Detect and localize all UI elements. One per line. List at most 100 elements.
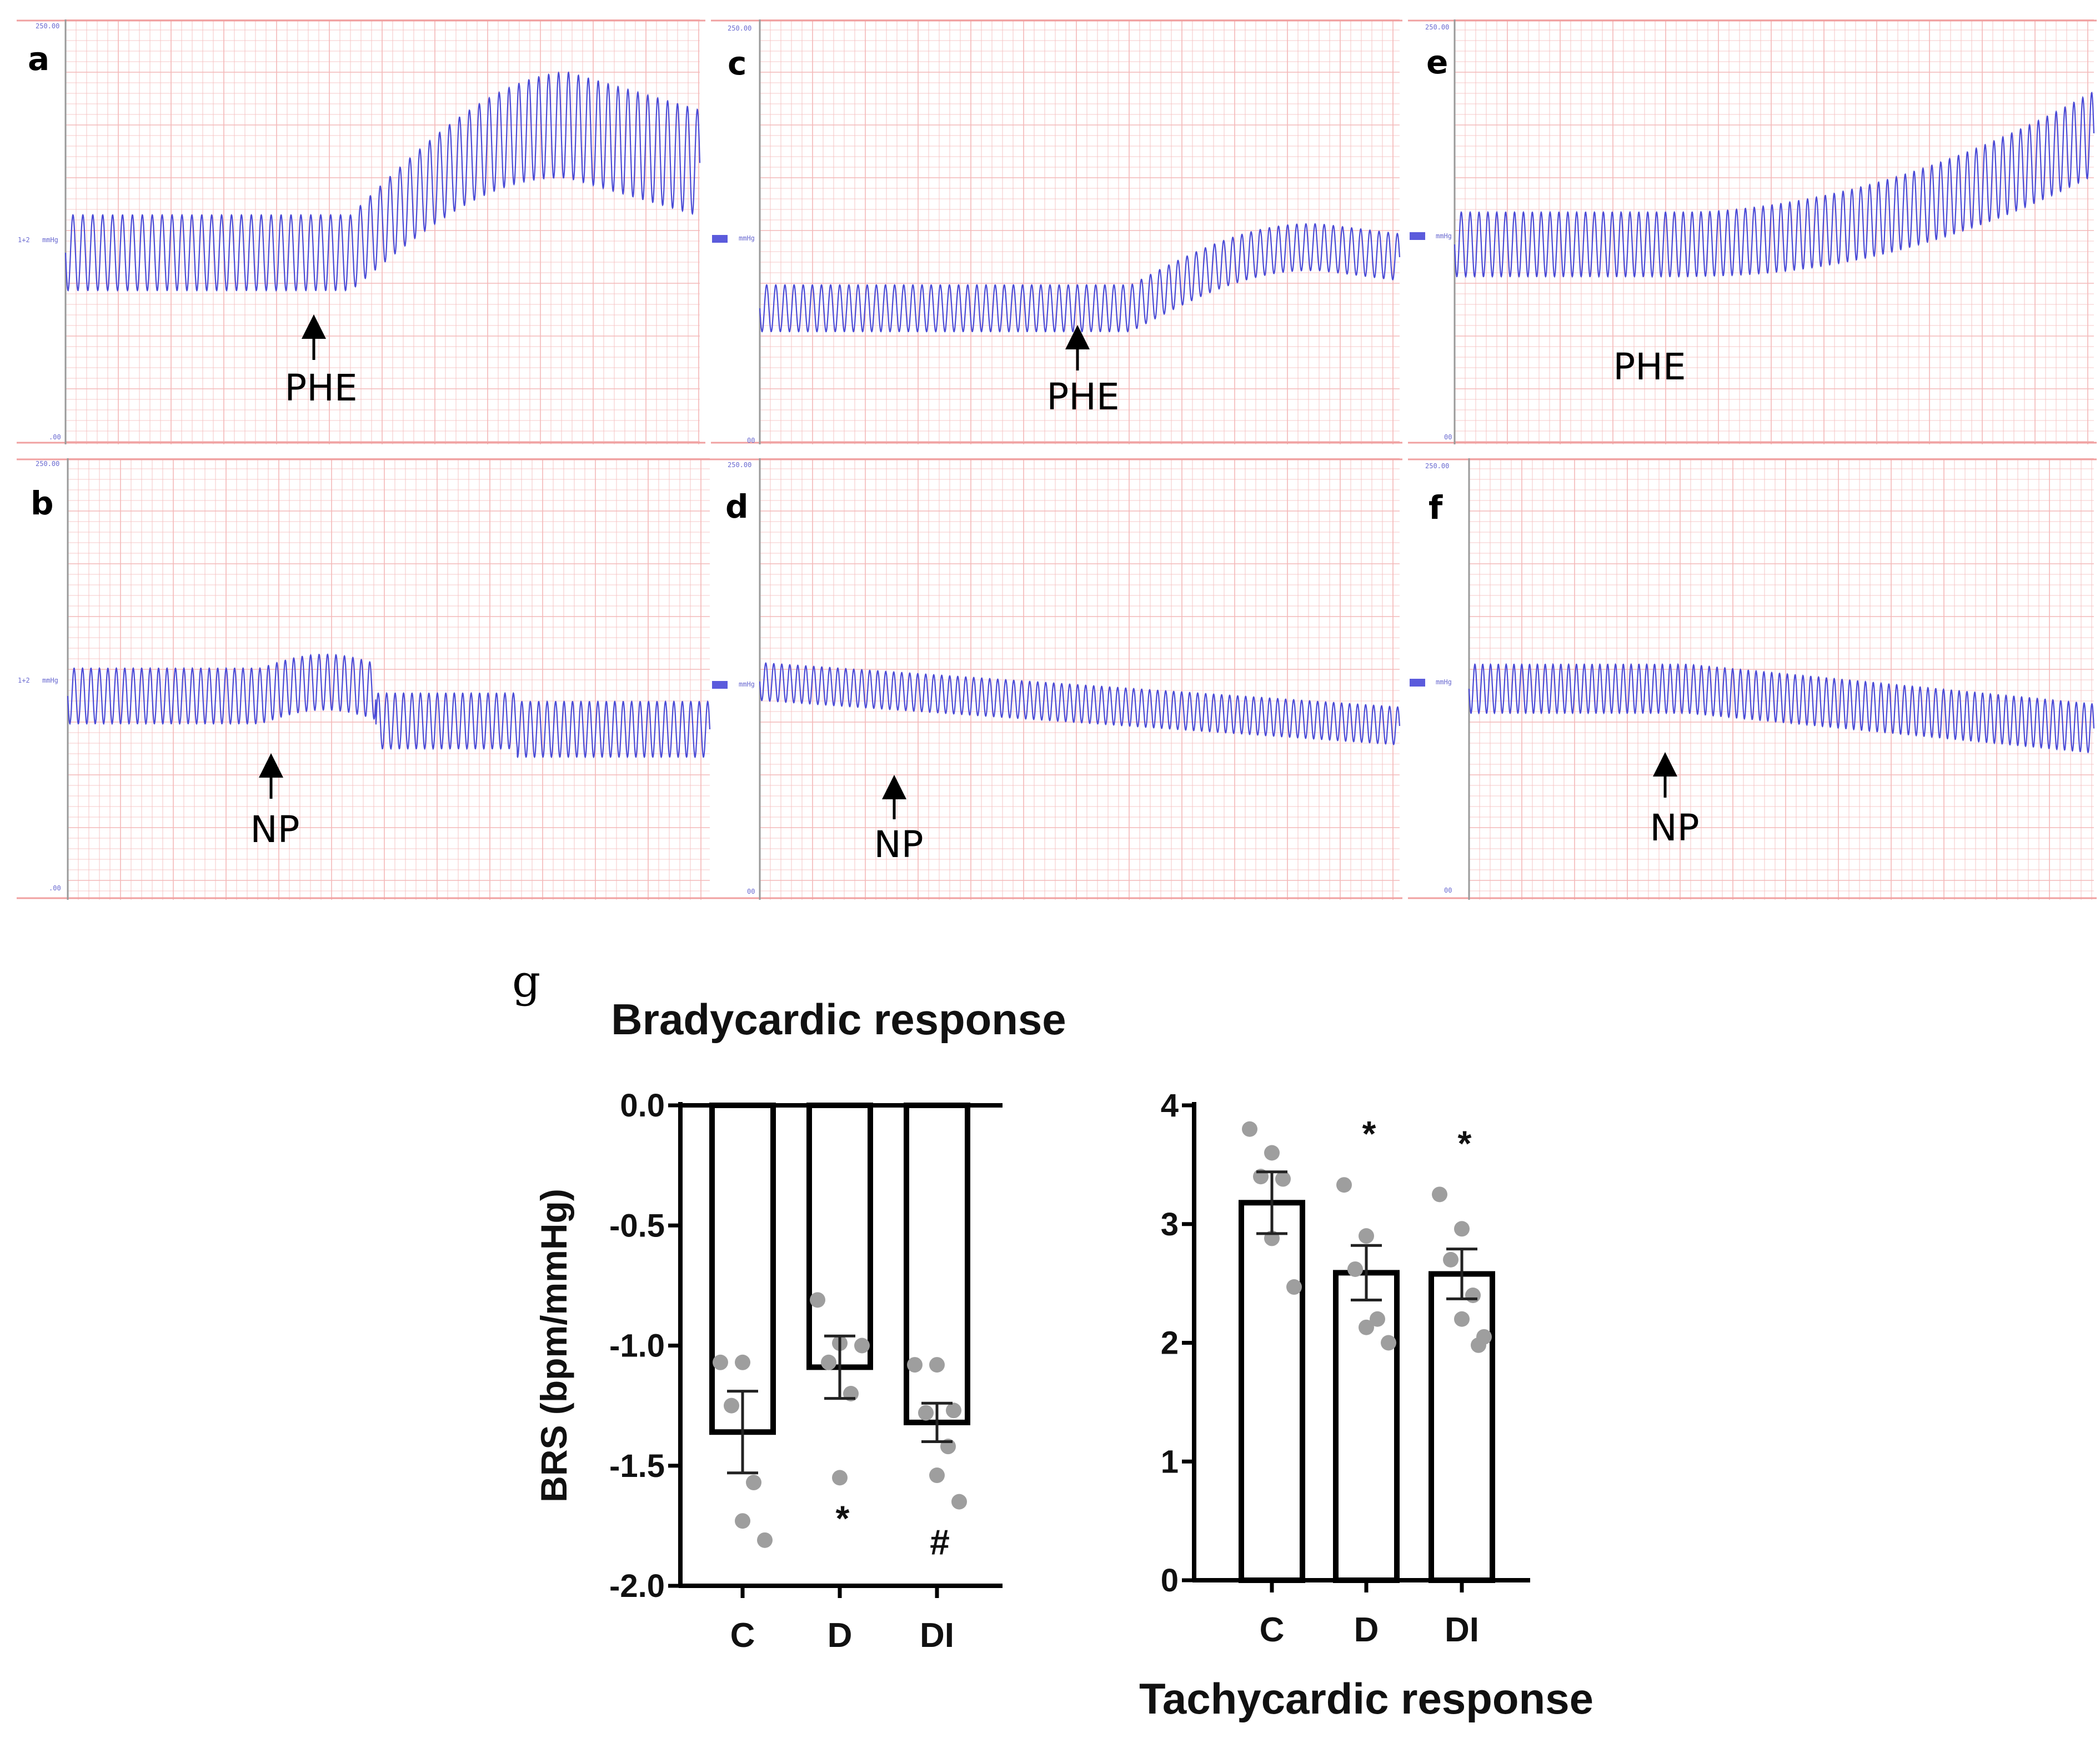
- scale-top-c: 250.00: [728, 24, 752, 32]
- channel-chip-e: [1410, 232, 1425, 240]
- trace-panel-e: [1408, 19, 2097, 444]
- y-tick-label: 1: [1161, 1444, 1179, 1480]
- pressure-trace-d: [759, 662, 1401, 745]
- bar-C: [709, 1103, 776, 1435]
- data-point: [951, 1494, 967, 1510]
- category-label: D: [1354, 1611, 1379, 1649]
- pressure-trace-b: [67, 653, 711, 759]
- scale-bottom-e: 00: [1444, 433, 1452, 441]
- unit-a: mmHg: [42, 236, 58, 244]
- channel-a: 1+2: [18, 236, 30, 244]
- agent-label-b: NP: [250, 808, 300, 851]
- y-tick-label: -1.0: [609, 1328, 665, 1364]
- significance-mark: *: [1362, 1114, 1376, 1154]
- data-point: [1443, 1251, 1459, 1268]
- trace-panel-c: [711, 19, 1402, 444]
- y-tick-label: 0: [1161, 1562, 1179, 1599]
- scale-bottom-c: 00: [747, 437, 755, 444]
- data-point: [832, 1470, 848, 1486]
- channel-chip-f: [1410, 679, 1425, 687]
- category-label: DI: [920, 1616, 954, 1655]
- arrow-stem-b: [269, 775, 273, 799]
- panel-letter-f: f: [1429, 489, 1443, 527]
- data-point: [757, 1532, 773, 1548]
- data-point: [1454, 1221, 1470, 1237]
- data-point: [735, 1354, 750, 1370]
- data-point: [854, 1338, 870, 1354]
- category-label: C: [730, 1616, 755, 1655]
- data-point: [907, 1357, 923, 1373]
- significance-mark: #: [930, 1522, 950, 1562]
- agent-label-a: PHE: [284, 367, 358, 409]
- trace-panel-b: [17, 458, 714, 900]
- arrow-icon-d: [882, 775, 906, 799]
- y-tick-label: 4: [1161, 1088, 1179, 1124]
- data-point: [1471, 1337, 1486, 1353]
- data-point: [1264, 1145, 1280, 1161]
- data-point: [713, 1354, 728, 1370]
- trace-svg-e: [1408, 19, 2097, 444]
- trace-panel-a: [17, 19, 705, 444]
- panel-letter-e: e: [1426, 43, 1449, 81]
- pressure-trace-e: [1454, 92, 2095, 278]
- agent-label-d: NP: [874, 823, 924, 866]
- data-point: [929, 1357, 945, 1373]
- panel-letter-c: c: [728, 44, 747, 82]
- agent-label-f: NP: [1650, 807, 1700, 849]
- channel-b: 1+2: [18, 677, 30, 684]
- chart-title: Bradycardic response: [611, 995, 1066, 1044]
- data-point: [946, 1403, 961, 1419]
- data-point: [735, 1513, 750, 1529]
- arrow-icon-c: [1065, 325, 1090, 349]
- unit-d: mmHg: [739, 680, 755, 688]
- pressure-trace-c: [759, 223, 1401, 333]
- trace-svg-c: [711, 19, 1402, 444]
- panel-letter-g: g: [512, 955, 541, 1007]
- data-point: [1465, 1288, 1481, 1303]
- channel-chip-c: [712, 235, 728, 243]
- data-point: [1381, 1335, 1396, 1351]
- data-point: [1359, 1319, 1374, 1335]
- significance-mark: *: [836, 1498, 850, 1538]
- trace-panel-d: [711, 458, 1402, 900]
- data-point: [1242, 1121, 1257, 1137]
- significance-mark: *: [1458, 1123, 1472, 1163]
- panel-letter-b: b: [31, 484, 54, 522]
- bar-D: [806, 1103, 873, 1370]
- arrow-stem-a: [312, 337, 315, 360]
- arrow-stem-c: [1076, 347, 1079, 370]
- y-tick-label: -0.5: [609, 1208, 665, 1244]
- agent-label-c: PHE: [1046, 375, 1120, 418]
- y-tick-label: 3: [1161, 1206, 1179, 1243]
- y-tick-label: -1.5: [609, 1448, 665, 1484]
- y-tick-label: -2.0: [609, 1568, 665, 1604]
- arrow-icon-b: [259, 753, 283, 778]
- data-point: [1359, 1228, 1374, 1244]
- pressure-trace-f: [1468, 663, 2095, 754]
- y-tick-label: 2: [1161, 1325, 1179, 1361]
- y-tick-label: 0.0: [620, 1088, 665, 1124]
- data-point: [1286, 1279, 1302, 1295]
- bar-D: [1333, 1270, 1400, 1583]
- data-point: [1454, 1311, 1470, 1327]
- trace-svg-f: [1408, 458, 2097, 900]
- data-point: [1370, 1311, 1385, 1327]
- arrow-icon-a: [302, 314, 326, 339]
- unit-c: mmHg: [739, 234, 755, 242]
- scale-top-a: 250.00: [36, 22, 60, 30]
- data-point: [746, 1475, 761, 1491]
- chart-bradycardic: Bradycardic response BRS (bpm/mmHg) 0.0 -0.…: [533, 995, 1066, 1655]
- unit-e: mmHg: [1436, 232, 1452, 240]
- data-point: [1275, 1171, 1291, 1187]
- trace-svg-b: [17, 458, 714, 900]
- panel-letter-a: a: [28, 40, 50, 78]
- chart-tachycardic: Tachycardic response 0 1 2 3 4 C * D * DI: [1139, 1088, 1593, 1723]
- data-point: [1336, 1177, 1352, 1193]
- data-point: [810, 1292, 825, 1308]
- category-label: C: [1260, 1611, 1285, 1649]
- agent-label-e: PHE: [1613, 345, 1686, 388]
- arrow-stem-f: [1663, 774, 1667, 798]
- scale-top-b: 250.00: [36, 460, 60, 468]
- scale-top-d: 250.00: [728, 461, 752, 469]
